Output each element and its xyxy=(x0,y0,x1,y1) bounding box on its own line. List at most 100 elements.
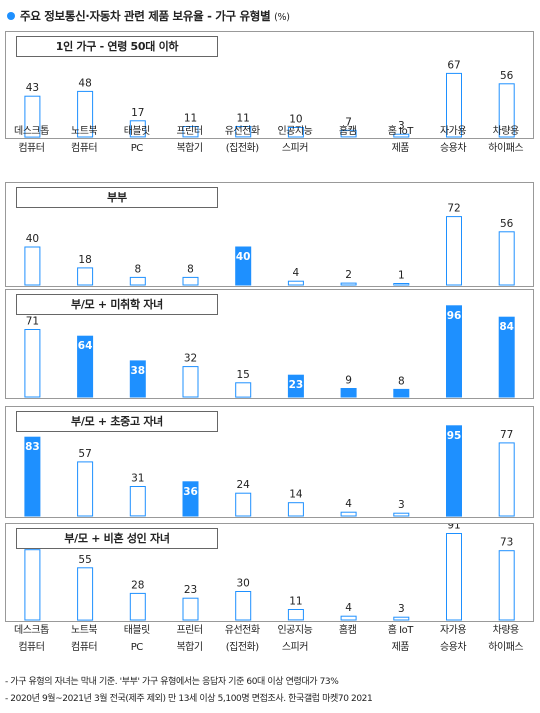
data-label: 96 xyxy=(447,310,462,322)
bar xyxy=(446,72,462,138)
bar xyxy=(182,481,199,517)
bar xyxy=(235,126,252,138)
data-label: 84 xyxy=(499,321,514,333)
panel-couple: 40 18 8 8 40 4 2 1 72 56 부부 xyxy=(5,182,534,287)
bar xyxy=(77,90,94,138)
panel-svg: 43 48 17 11 11 10 7 3 67 56 xyxy=(24,59,515,138)
chart-title: 주요 정보통신·자동차 관련 제품 보유율 - 가구 유형별 (%) xyxy=(7,8,290,24)
bar xyxy=(235,246,252,286)
data-label: 77 xyxy=(500,429,513,441)
x-tick-label-line: 홈캠 xyxy=(338,126,357,137)
x-tick-label: 유선전화 (집전화) xyxy=(215,622,269,656)
x-tick-label-line: 홈 IoT xyxy=(387,126,414,137)
x-tick-label-line: 태블릿 xyxy=(123,126,151,137)
x-tick-label-line: PC xyxy=(130,143,144,154)
panel-school: 83 57 31 36 24 14 4 3 95 77 부/모 + 초중고 자녀 xyxy=(5,406,534,518)
bar xyxy=(24,436,41,517)
data-label: 1 xyxy=(398,270,405,282)
data-label: 4 xyxy=(345,498,352,510)
panel-label: 부/모 + 비혼 성인 자녀 xyxy=(16,528,218,549)
data-label: 56 xyxy=(500,70,514,82)
bar xyxy=(498,231,515,286)
x-tick-label: 차량용 하이패스 xyxy=(479,622,533,656)
data-label: 10 xyxy=(289,114,302,126)
panel-label: 부부 xyxy=(16,187,218,208)
panel-svg: 745528233011439173 xyxy=(24,524,515,621)
bullet-dot-icon xyxy=(7,12,15,20)
data-label: 23 xyxy=(289,379,304,391)
data-label: 9 xyxy=(345,375,352,387)
bar xyxy=(129,360,146,398)
data-label: 73 xyxy=(500,537,513,549)
x-tick-label: 자가용 승용차 xyxy=(426,123,480,157)
bar xyxy=(235,591,252,621)
bar xyxy=(129,120,146,138)
bar xyxy=(340,388,357,398)
x-tick-label-line: 컴퓨터 xyxy=(71,143,98,154)
panel-label: 부/모 + 초중고 자녀 xyxy=(16,411,218,432)
x-tick-label-line: 데스크톱 xyxy=(14,126,49,137)
x-tick-label-line: 데스크톱 xyxy=(14,625,49,636)
data-label: 36 xyxy=(183,486,198,498)
bar xyxy=(446,216,462,286)
data-label: 30 xyxy=(237,578,250,590)
data-label: 64 xyxy=(78,340,93,352)
chart-title-text: 주요 정보통신·자동차 관련 제품 보유율 - 가구 유형별 xyxy=(20,9,271,23)
unit-label: (%) xyxy=(274,12,290,23)
bar xyxy=(498,316,515,398)
panel-svg: 71 64 38 32 15 23 9 8 96 84 xyxy=(24,305,515,398)
data-label: 8 xyxy=(134,263,141,275)
data-label: 95 xyxy=(447,430,462,442)
data-label: 11 xyxy=(184,113,197,125)
bar xyxy=(498,550,515,621)
data-label: 23 xyxy=(184,584,197,596)
data-label: 91 xyxy=(447,524,460,532)
bar xyxy=(340,282,357,286)
bar xyxy=(446,305,462,398)
data-label: 11 xyxy=(237,113,250,125)
x-tick-label-line: 차량용 xyxy=(492,126,520,137)
x-tick-label: 프린터 복합기 xyxy=(163,123,217,157)
data-label: 3 xyxy=(398,499,405,511)
x-tick-label: 홈 IoT 제품 xyxy=(373,123,427,157)
data-label: 57 xyxy=(78,448,91,460)
data-label: 8 xyxy=(398,375,405,387)
x-tick-label-line: 스피커 xyxy=(281,143,309,154)
x-tick-label-line: 스피커 xyxy=(281,642,309,653)
bar xyxy=(182,276,199,286)
x-tick-label-line: 컴퓨터 xyxy=(18,143,45,154)
x-tick-label-line: 노트북 xyxy=(71,126,98,137)
data-label: 24 xyxy=(237,479,251,491)
panel-single: 43 48 17 11 11 10 7 3 67 56 1인 가구 - 연령 50대 이하 xyxy=(5,31,534,139)
data-label: 4 xyxy=(293,267,300,279)
x-tick-label: 홈 IoT 제품 xyxy=(373,622,427,656)
data-label: 3 xyxy=(398,120,405,132)
data-label: 11 xyxy=(289,596,302,608)
bar xyxy=(24,246,41,286)
x-tick-label-line: 유선전화 xyxy=(224,126,260,137)
data-label: 18 xyxy=(78,254,91,266)
x-tick-label-line: 제품 xyxy=(391,642,410,653)
data-label: 4 xyxy=(345,602,352,614)
bar xyxy=(340,511,357,517)
bar xyxy=(129,486,146,517)
data-label: 15 xyxy=(237,369,250,381)
bar xyxy=(446,533,462,621)
data-label: 71 xyxy=(26,316,39,328)
data-label: 31 xyxy=(131,473,144,485)
x-tick-label-line: 노트북 xyxy=(71,625,98,636)
x-tick-label: 데스크톱 컴퓨터 xyxy=(4,622,58,656)
panel-svg: 83 57 31 36 24 14 4 3 95 77 xyxy=(24,425,515,517)
bar xyxy=(498,442,515,517)
data-label: 72 xyxy=(447,203,460,215)
bar xyxy=(77,461,94,517)
x-tick-label: 인공지능 스피커 xyxy=(268,123,322,157)
data-label: 8 xyxy=(187,263,194,275)
x-tick-label-line: 자가용 xyxy=(439,625,467,636)
data-label: 55 xyxy=(78,554,91,566)
data-label: 83 xyxy=(25,441,40,453)
x-tick-label: 프린터 복합기 xyxy=(163,622,217,656)
x-labels-bottom: 데스크톱 컴퓨터 노트북 컴퓨터 태블릿 PC 프린터 복합기 유선전화 (집전화) 인공지능 스피커… xyxy=(5,622,532,662)
